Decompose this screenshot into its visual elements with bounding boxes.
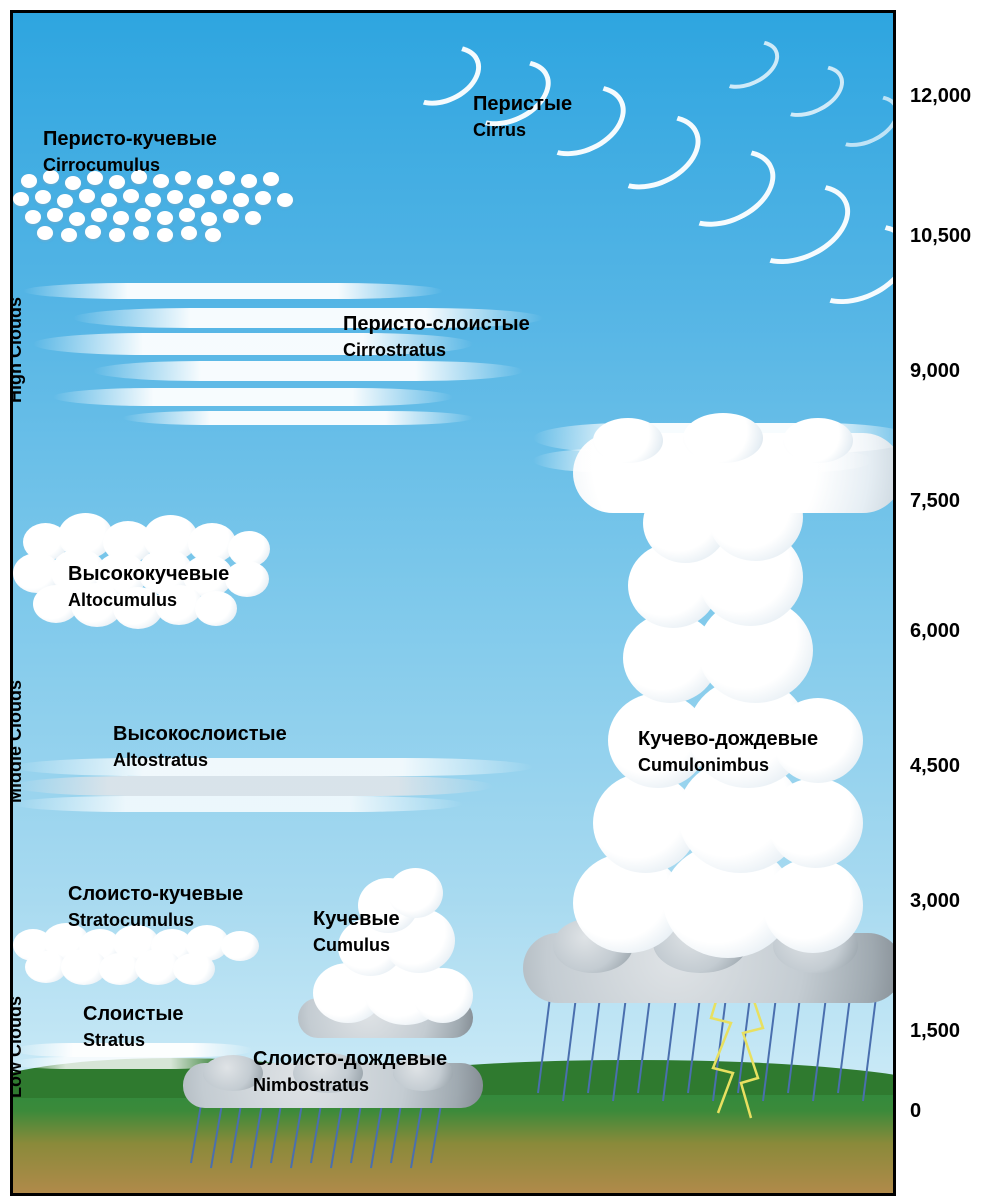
sky-panel: High Clouds Middle Clouds Low Clouds — [10, 10, 896, 1196]
label-cirrostratus: Перисто-слоистые Cirrostratus — [343, 313, 530, 361]
altitude-tick: 10,500 — [910, 225, 990, 248]
label-en: Altostratus — [113, 750, 287, 771]
label-cumulonimbus: Кучево-дождевые Cumulonimbus — [638, 728, 818, 776]
label-cirrus: Перистые Cirrus — [473, 93, 572, 141]
label-ru: Перисто-слоистые — [343, 313, 530, 336]
label-ru: Слоистые — [83, 1003, 184, 1026]
label-en: Cirrostratus — [343, 340, 530, 361]
label-en: Cumulus — [313, 935, 400, 956]
label-ru: Высококучевые — [68, 563, 229, 586]
label-en: Stratus — [83, 1030, 184, 1051]
label-cumulus: Кучевые Cumulus — [313, 908, 400, 956]
label-altocumulus: Высококучевые Altocumulus — [68, 563, 229, 611]
label-en: Nimbostratus — [253, 1075, 447, 1096]
label-nimbostratus: Слоисто-дождевые Nimbostratus — [253, 1048, 447, 1096]
label-stratocumulus: Слоисто-кучевые Stratocumulus — [68, 883, 243, 931]
label-cirrocumulus: Перисто-кучевые Cirrocumulus — [43, 128, 217, 176]
label-ru: Кучевые — [313, 908, 400, 931]
page: 12,000 10,500 9,000 7,500 6,000 4,500 3,… — [0, 0, 993, 1199]
category-high: High Clouds — [10, 297, 26, 403]
label-en: Altocumulus — [68, 590, 229, 611]
altitude-tick: 3,000 — [910, 890, 990, 913]
label-altostratus: Высокослоистые Altostratus — [113, 723, 287, 771]
label-stratus: Слоистые Stratus — [83, 1003, 184, 1051]
label-en: Cumulonimbus — [638, 755, 818, 776]
altitude-tick: 6,000 — [910, 620, 990, 643]
altitude-tick: 7,500 — [910, 490, 990, 513]
altitude-tick: 0 — [910, 1100, 990, 1123]
altitude-tick: 12,000 — [910, 85, 990, 108]
altitude-tick: 1,500 — [910, 1020, 990, 1043]
cirrocumulus-cloud — [13, 168, 303, 248]
label-en: Cirrocumulus — [43, 155, 217, 176]
label-ru: Высокослоистые — [113, 723, 287, 746]
altitude-tick: 4,500 — [910, 755, 990, 778]
label-en: Stratocumulus — [68, 910, 243, 931]
rain-icon — [183, 1093, 493, 1196]
label-ru: Кучево-дождевые — [638, 728, 818, 751]
label-ru: Перистые — [473, 93, 572, 116]
altitude-tick: 9,000 — [910, 360, 990, 383]
label-ru: Перисто-кучевые — [43, 128, 217, 151]
stratocumulus-cloud — [13, 923, 263, 983]
label-ru: Слоисто-дождевые — [253, 1048, 447, 1071]
label-en: Cirrus — [473, 120, 572, 141]
label-ru: Слоисто-кучевые — [68, 883, 243, 906]
